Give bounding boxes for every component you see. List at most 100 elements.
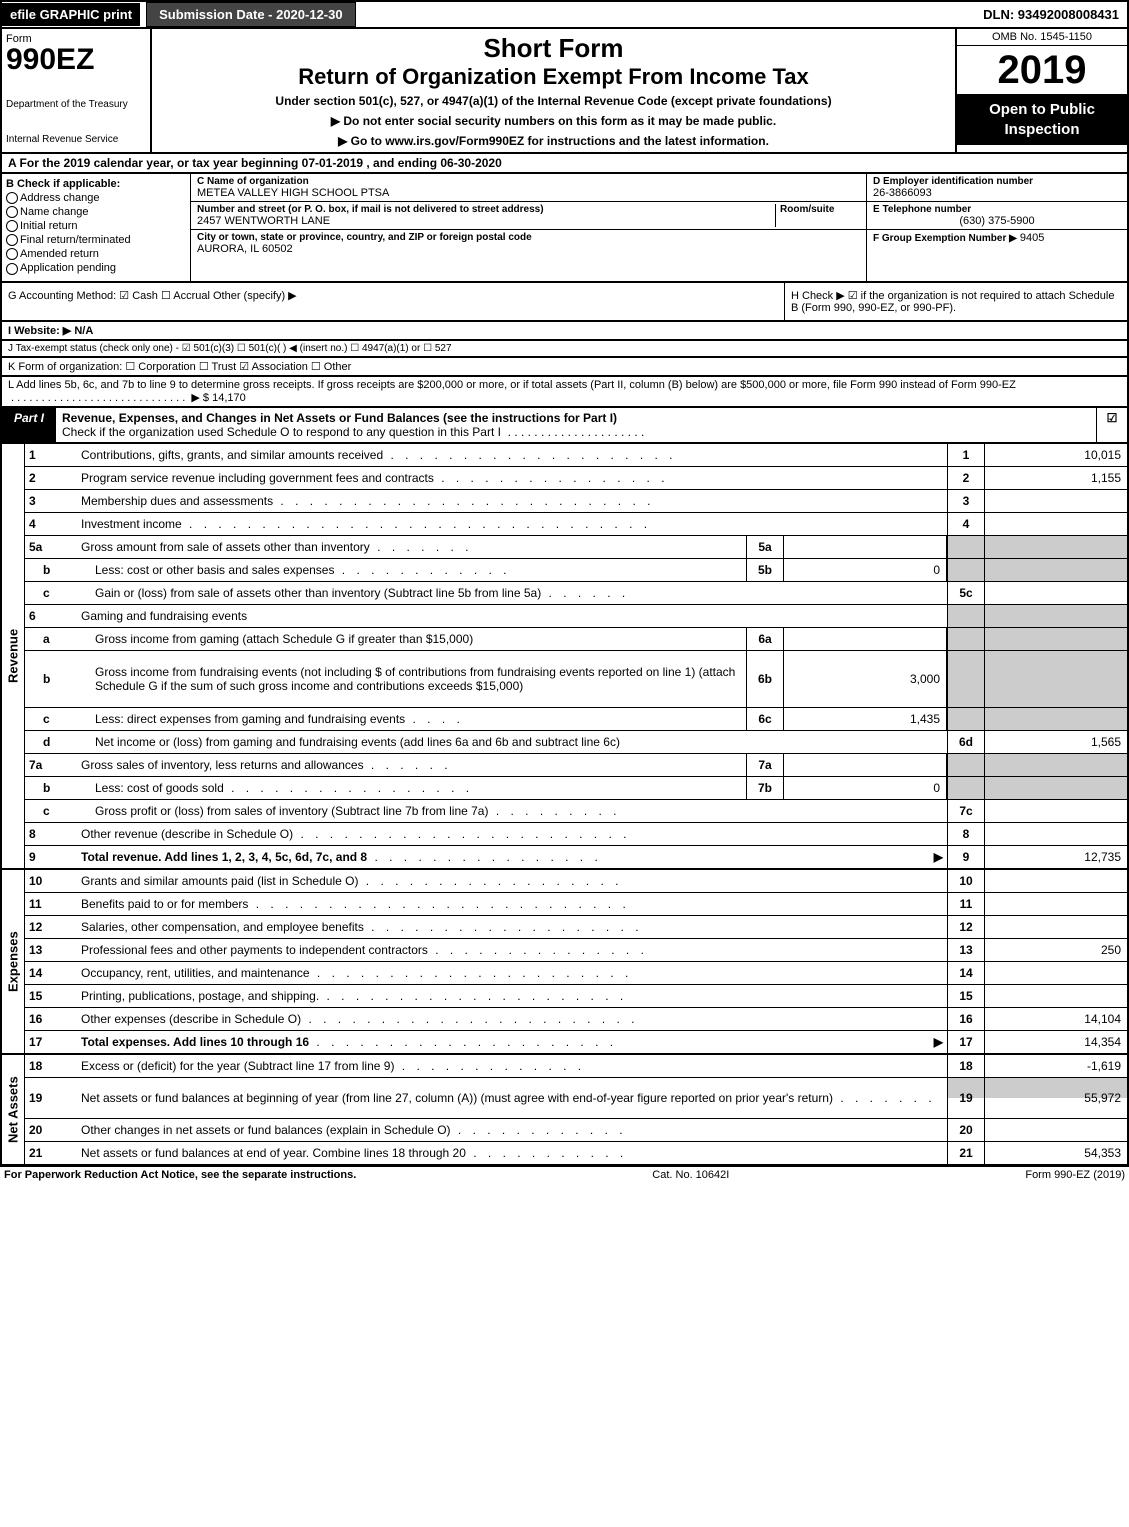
net-assets-section: Net Assets 18 Excess or (deficit) for th… (0, 1055, 1129, 1166)
line-13-rn: 13 (947, 939, 984, 961)
check-final-return[interactable]: Final return/terminated (6, 234, 186, 246)
line-3-rn: 3 (947, 490, 984, 512)
line-4-value (984, 513, 1127, 535)
efile-label[interactable]: efile GRAPHIC print (2, 3, 140, 26)
check-address-change[interactable]: Address change (6, 192, 186, 204)
line-6-rn-shaded (947, 605, 984, 627)
line-6b-desc: Gross income from fundraising events (no… (95, 665, 742, 693)
check-name-change[interactable]: Name change (6, 206, 186, 218)
check-amended-return[interactable]: Amended return (6, 248, 186, 260)
line-7b-rv-shaded (984, 777, 1127, 799)
line-1-value: 10,015 (984, 444, 1127, 466)
line-6b-rv-shaded (984, 651, 1127, 707)
line-6d-num: d (25, 731, 91, 753)
check-name-change-label: Name change (20, 206, 89, 218)
footer-form-ref: Form 990-EZ (2019) (1025, 1169, 1125, 1181)
line-7c-value (984, 800, 1127, 822)
check-final-return-label: Final return/terminated (20, 234, 131, 246)
subtitle-goto-link[interactable]: ▶ Go to www.irs.gov/Form990EZ for instru… (160, 134, 947, 148)
line-14-desc: Occupancy, rent, utilities, and maintena… (81, 966, 310, 980)
line-19-value: 55,972 (1084, 1091, 1121, 1105)
line-7a-value (784, 754, 947, 776)
part-1-check-text: Check if the organization used Schedule … (62, 425, 501, 439)
line-11-desc: Benefits paid to or for members (81, 897, 248, 911)
check-initial-return-label: Initial return (20, 220, 77, 232)
line-4-num: 4 (25, 513, 77, 535)
line-19-num: 19 (25, 1078, 77, 1118)
tax-year: 2019 (957, 46, 1127, 94)
line-10-value (984, 870, 1127, 892)
header-left: Form 990EZ Department of the Treasury In… (2, 29, 152, 152)
box-g-accounting: G Accounting Method: ☑ Cash ☐ Accrual Ot… (2, 283, 784, 320)
line-21-num: 21 (25, 1142, 77, 1164)
part-1-tab: Part I (2, 408, 56, 442)
line-8-rn: 8 (947, 823, 984, 845)
tax-period-line: A For the 2019 calendar year, or tax yea… (0, 154, 1129, 174)
header-center: Short Form Return of Organization Exempt… (152, 29, 955, 152)
line-7c-rn: 7c (947, 800, 984, 822)
line-10-num: 10 (25, 870, 77, 892)
org-name: METEA VALLEY HIGH SCHOOL PTSA (197, 187, 860, 199)
line-18-desc: Excess or (deficit) for the year (Subtra… (81, 1059, 394, 1073)
check-amended-return-label: Amended return (20, 248, 99, 260)
line-7a-rn-shaded (947, 754, 984, 776)
line-6c-value: 1,435 (784, 708, 947, 730)
line-7b-rn-shaded (947, 777, 984, 799)
line-6c-rv-shaded (984, 708, 1127, 730)
box-def: D Employer identification number 26-3866… (866, 174, 1127, 281)
line-12-value (984, 916, 1127, 938)
submission-date-button[interactable]: Submission Date - 2020-12-30 (146, 2, 356, 27)
line-7b-num: b (25, 777, 91, 799)
check-initial-return[interactable]: Initial return (6, 220, 186, 232)
line-4-rn: 4 (947, 513, 984, 535)
footer-cat-no: Cat. No. 10642I (356, 1169, 1025, 1181)
check-application-pending[interactable]: Application pending (6, 262, 186, 274)
box-j-tax-exempt: J Tax-exempt status (check only one) - ☑… (0, 341, 1129, 358)
line-5b-rv-shaded (984, 559, 1127, 581)
line-6-desc: Gaming and fundraising events (81, 609, 247, 623)
line-8-desc: Other revenue (describe in Schedule O) (81, 827, 293, 841)
revenue-side-tab: Revenue (2, 444, 25, 868)
box-f-label: F Group Exemption Number ▶ (873, 233, 1017, 244)
net-assets-side-tab: Net Assets (2, 1055, 25, 1164)
box-e-label: E Telephone number (873, 204, 1121, 215)
line-6a-rv-shaded (984, 628, 1127, 650)
line-5c-rn: 5c (947, 582, 984, 604)
box-l-amount: ▶ $ 14,170 (191, 392, 245, 404)
line-7b-sn: 7b (746, 777, 784, 799)
line-5a-rv-shaded (984, 536, 1127, 558)
line-20-value (984, 1119, 1127, 1141)
line-19-desc: Net assets or fund balances at beginning… (81, 1091, 833, 1105)
line-7a-rv-shaded (984, 754, 1127, 776)
line-2-value: 1,155 (984, 467, 1127, 489)
box-c-addr-label: Number and street (or P. O. box, if mail… (197, 204, 775, 215)
header-right: OMB No. 1545-1150 2019 Open to Public In… (955, 29, 1127, 152)
dept-treasury: Department of the Treasury (6, 99, 146, 110)
part-1-title-text: Revenue, Expenses, and Changes in Net As… (62, 411, 617, 425)
line-1-rn: 1 (947, 444, 984, 466)
line-10-rn: 10 (947, 870, 984, 892)
line-17-rn: 17 (947, 1031, 984, 1053)
line-5b-desc: Less: cost or other basis and sales expe… (95, 563, 334, 577)
line-12-desc: Salaries, other compensation, and employ… (81, 920, 364, 934)
line-13-desc: Professional fees and other payments to … (81, 943, 428, 957)
line-18-num: 18 (25, 1055, 77, 1077)
dln-label: DLN: 93492008008431 (975, 3, 1127, 26)
line-9-value: 12,735 (984, 846, 1127, 868)
box-d-label: D Employer identification number (873, 176, 1121, 187)
info-block: B Check if applicable: Address change Na… (0, 174, 1129, 283)
part-1-checkbox[interactable]: ☑ (1096, 408, 1127, 442)
line-21-rn: 21 (947, 1142, 984, 1164)
line-6d-rn: 6d (947, 731, 984, 753)
line-5b-num: b (25, 559, 91, 581)
top-bar: efile GRAPHIC print Submission Date - 20… (0, 0, 1129, 29)
line-2-desc: Program service revenue including govern… (81, 471, 434, 485)
line-11-rn: 11 (947, 893, 984, 915)
line-16-rn: 16 (947, 1008, 984, 1030)
line-21-desc: Net assets or fund balances at end of ye… (81, 1146, 466, 1160)
title-short-form: Short Form (160, 33, 947, 64)
line-1-num: 1 (25, 444, 77, 466)
line-5a-rn-shaded (947, 536, 984, 558)
line-17-desc: Total expenses. Add lines 10 through 16 (81, 1035, 309, 1049)
line-18-value: -1,619 (984, 1055, 1127, 1077)
